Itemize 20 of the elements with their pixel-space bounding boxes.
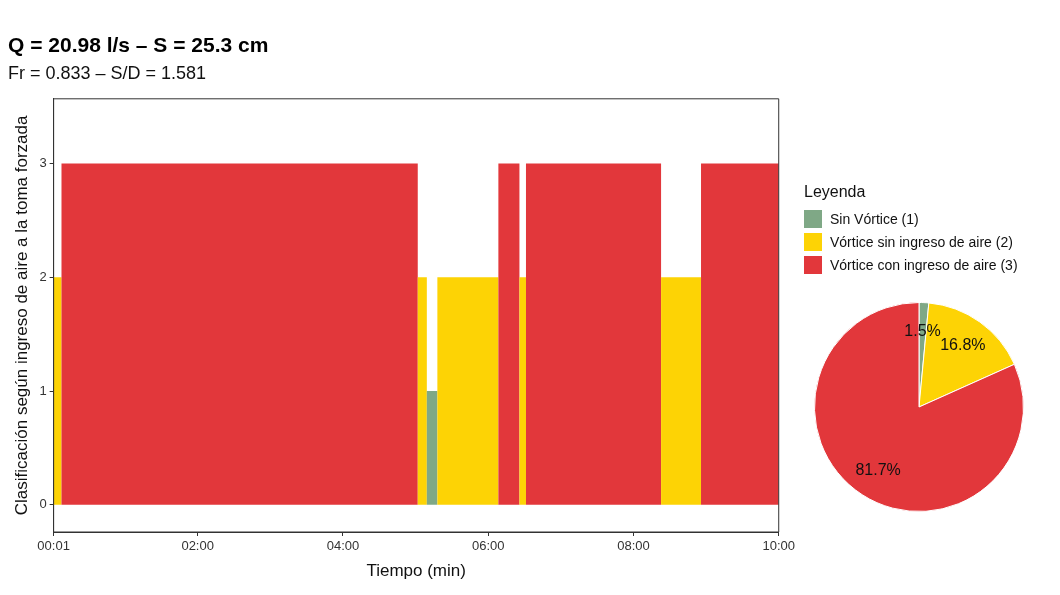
- legend-label: Sin Vórtice (1): [830, 210, 919, 227]
- chart-title: Q = 20.98 l/s – S = 25.3 cm: [8, 33, 269, 57]
- y-axis-title: Clasificación según ingreso de aire a la toma forzada: [11, 115, 31, 516]
- x-tick-label: 00:01: [37, 538, 70, 554]
- x-tick-label: 08:00: [617, 538, 650, 554]
- data-label: 81.7%: [855, 460, 901, 478]
- x-tick-label: 04:00: [326, 538, 360, 554]
- y-tick-label: 1: [39, 382, 47, 398]
- x-tick-label: 10:00: [762, 538, 796, 554]
- legend-title: Leyenda: [804, 183, 867, 201]
- legend-label: Vórtice con ingreso de aire (3): [830, 256, 1018, 273]
- y-tick-label: 2: [39, 268, 47, 284]
- legend-label: Vórtice sin ingreso de aire (2): [830, 233, 1013, 250]
- x-axis-title: Tiempo (min): [366, 561, 466, 581]
- y-tick-label: 0: [39, 496, 47, 512]
- chart-subtitle: Fr = 0.833 – S/D = 1.581: [8, 62, 207, 83]
- y-tick-label: 3: [39, 155, 47, 171]
- data-label: 16.8%: [940, 336, 986, 354]
- x-tick-label: 02:00: [181, 538, 214, 554]
- x-tick-label: 06:00: [471, 538, 505, 554]
